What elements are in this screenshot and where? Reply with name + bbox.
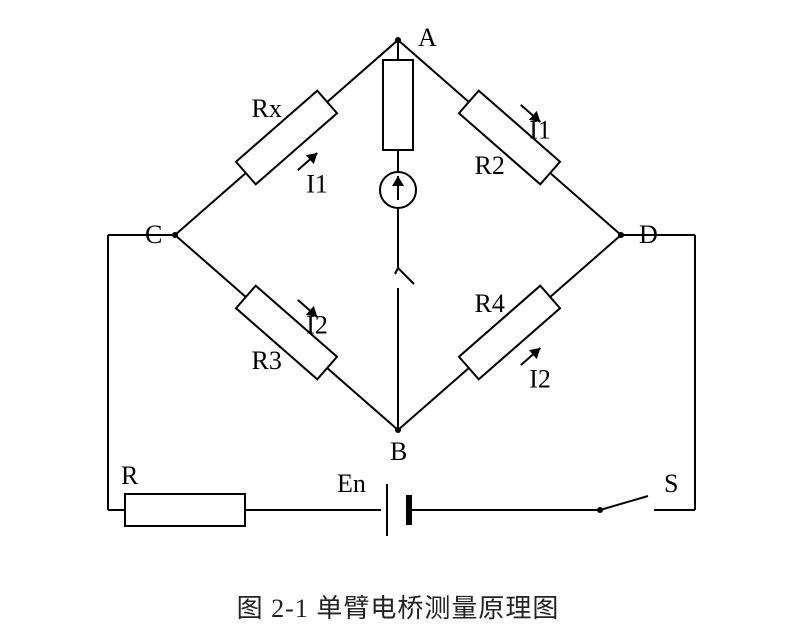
label-s: S [664,469,678,498]
svg-text:I1: I1 [306,170,328,199]
svg-text:I2: I2 [529,365,551,394]
svg-text:I1: I1 [529,115,551,144]
resistor-r [125,494,245,526]
figure-caption: 图 2-1 单臂电桥测量原理图 [0,588,796,625]
node-d [618,232,624,238]
label-en: En [337,469,366,498]
svg-text:R4: R4 [474,289,504,318]
node-c [172,232,178,238]
svg-text:R2: R2 [474,151,504,180]
node-a [395,37,401,43]
wheatstone-bridge-diagram: ABCDRxI1R2I1R3I2R4I2REnS [0,0,796,641]
label-r: R [121,461,139,490]
svg-text:R3: R3 [251,346,281,375]
node-label-a: A [418,23,437,52]
node-b [395,427,401,433]
node-label-b: B [390,437,407,466]
svg-text:I2: I2 [306,310,328,339]
galvanometer-series-resistor [383,60,413,150]
svg-text:Rx: Rx [251,94,281,123]
